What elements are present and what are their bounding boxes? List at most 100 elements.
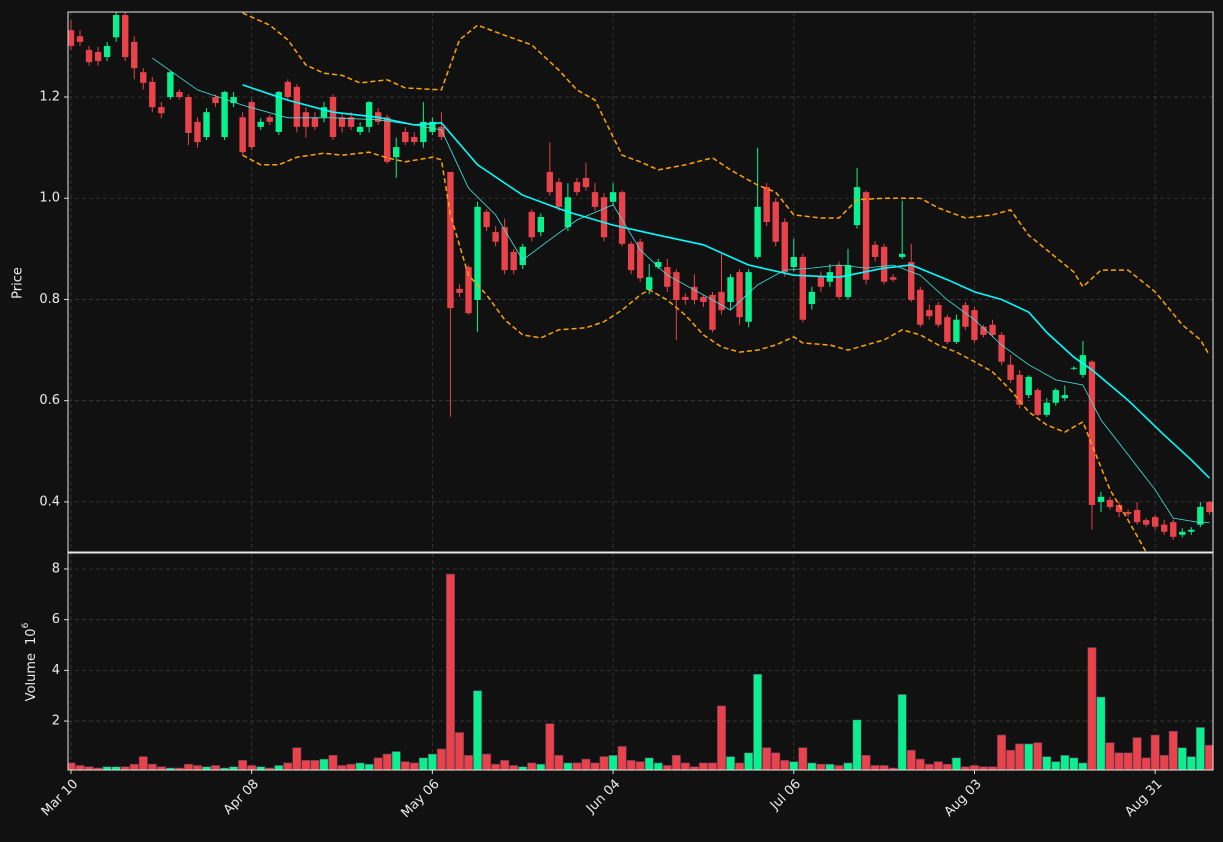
volume-bar	[744, 752, 754, 770]
volume-bar	[120, 766, 130, 770]
volume-bar	[771, 752, 781, 770]
candle-body	[1206, 501, 1213, 513]
volume-bar	[969, 765, 979, 770]
y-tick-label: 0.6	[39, 393, 60, 408]
volume-bar	[680, 762, 690, 770]
candle-body	[709, 294, 716, 330]
y-axis-label: Volume 106	[21, 622, 39, 701]
volume-bar	[1168, 730, 1178, 770]
price-frame	[67, 11, 1214, 553]
volume-bar	[84, 766, 94, 770]
candle-body	[772, 201, 779, 242]
volume-bar	[192, 765, 202, 770]
volume-bar	[617, 746, 627, 770]
volume-bar	[183, 763, 193, 770]
volume-bar	[364, 763, 374, 770]
volume-bar	[1186, 756, 1196, 770]
volume-bar	[1033, 742, 1043, 770]
candle-body	[971, 310, 978, 340]
candle-body	[1133, 509, 1141, 523]
candle-body	[311, 117, 319, 127]
volume-bar	[581, 758, 591, 770]
volume-bar	[1006, 749, 1016, 770]
candle-body	[898, 253, 906, 257]
candle-body	[889, 277, 897, 280]
volume-bar	[156, 766, 166, 770]
volume-bar	[698, 762, 708, 770]
volume-bar	[319, 758, 329, 770]
candle-body	[329, 97, 337, 138]
candle-body	[1052, 390, 1059, 403]
volume-bar	[1159, 754, 1169, 770]
overlay-line	[152, 57, 1210, 523]
volume-bar	[1069, 757, 1079, 770]
volume-bar	[1024, 743, 1034, 770]
candle-body	[1025, 376, 1032, 396]
candle-body	[745, 272, 752, 322]
candle-body	[203, 112, 210, 138]
candle-body	[655, 262, 662, 268]
candle-body	[94, 51, 102, 62]
y-tick-label: 1.0	[39, 191, 60, 206]
volume-bar	[716, 705, 726, 770]
candle-body	[871, 244, 879, 257]
candle-body	[1179, 531, 1186, 535]
volume-bar	[509, 765, 519, 770]
volume-bar	[1015, 743, 1025, 770]
volume-bar	[798, 747, 808, 770]
candle-body	[85, 49, 93, 63]
volume-bar	[418, 757, 428, 770]
overlay-line	[242, 12, 1211, 356]
volume-frame	[67, 552, 1214, 771]
candle-body	[140, 72, 147, 83]
candle-body	[835, 265, 843, 297]
volume-bar	[102, 766, 112, 770]
candle-body	[501, 227, 508, 271]
candle-body	[302, 112, 310, 127]
volume-bar	[726, 756, 736, 770]
volume-bar	[536, 763, 546, 770]
candle-body	[962, 305, 969, 327]
candle-body	[790, 256, 797, 268]
candle-body	[718, 291, 725, 311]
volume-bar	[473, 690, 483, 770]
candle-body	[149, 81, 156, 108]
candle-body	[1170, 522, 1177, 537]
volume-bar	[527, 762, 537, 770]
volume-bar	[906, 749, 916, 770]
candle-body	[393, 147, 400, 158]
volume-bar	[1078, 762, 1088, 770]
volume-bar	[545, 723, 555, 770]
candle-body	[664, 267, 671, 287]
candle-body	[384, 117, 391, 162]
candle-body	[221, 91, 228, 138]
candle-body	[492, 232, 499, 242]
candle-body	[691, 286, 698, 300]
volume-bar	[979, 766, 989, 770]
volume-bar	[346, 763, 356, 770]
volume-bar	[689, 766, 699, 770]
volume-bar	[653, 762, 663, 770]
candle-body	[365, 102, 373, 127]
volume-bar	[789, 761, 799, 770]
candle-body	[266, 117, 273, 122]
candle-body	[926, 310, 933, 317]
candle-body	[1088, 361, 1096, 505]
volume-bar	[915, 758, 925, 770]
candle-body	[284, 81, 292, 98]
candle-body	[112, 15, 120, 38]
volume-bar	[202, 766, 212, 770]
volume-bar	[229, 766, 239, 770]
volume-bar	[220, 767, 230, 770]
volume-bar	[1195, 727, 1205, 770]
volume-bar	[500, 760, 510, 770]
candle-body	[1007, 364, 1014, 380]
volume-bar	[265, 767, 275, 770]
volume-bar	[707, 762, 717, 770]
candle-body	[121, 15, 129, 58]
candle-body	[763, 187, 770, 223]
volume-bar	[816, 763, 826, 770]
volume-bar	[211, 765, 221, 770]
candle-body	[402, 131, 409, 143]
